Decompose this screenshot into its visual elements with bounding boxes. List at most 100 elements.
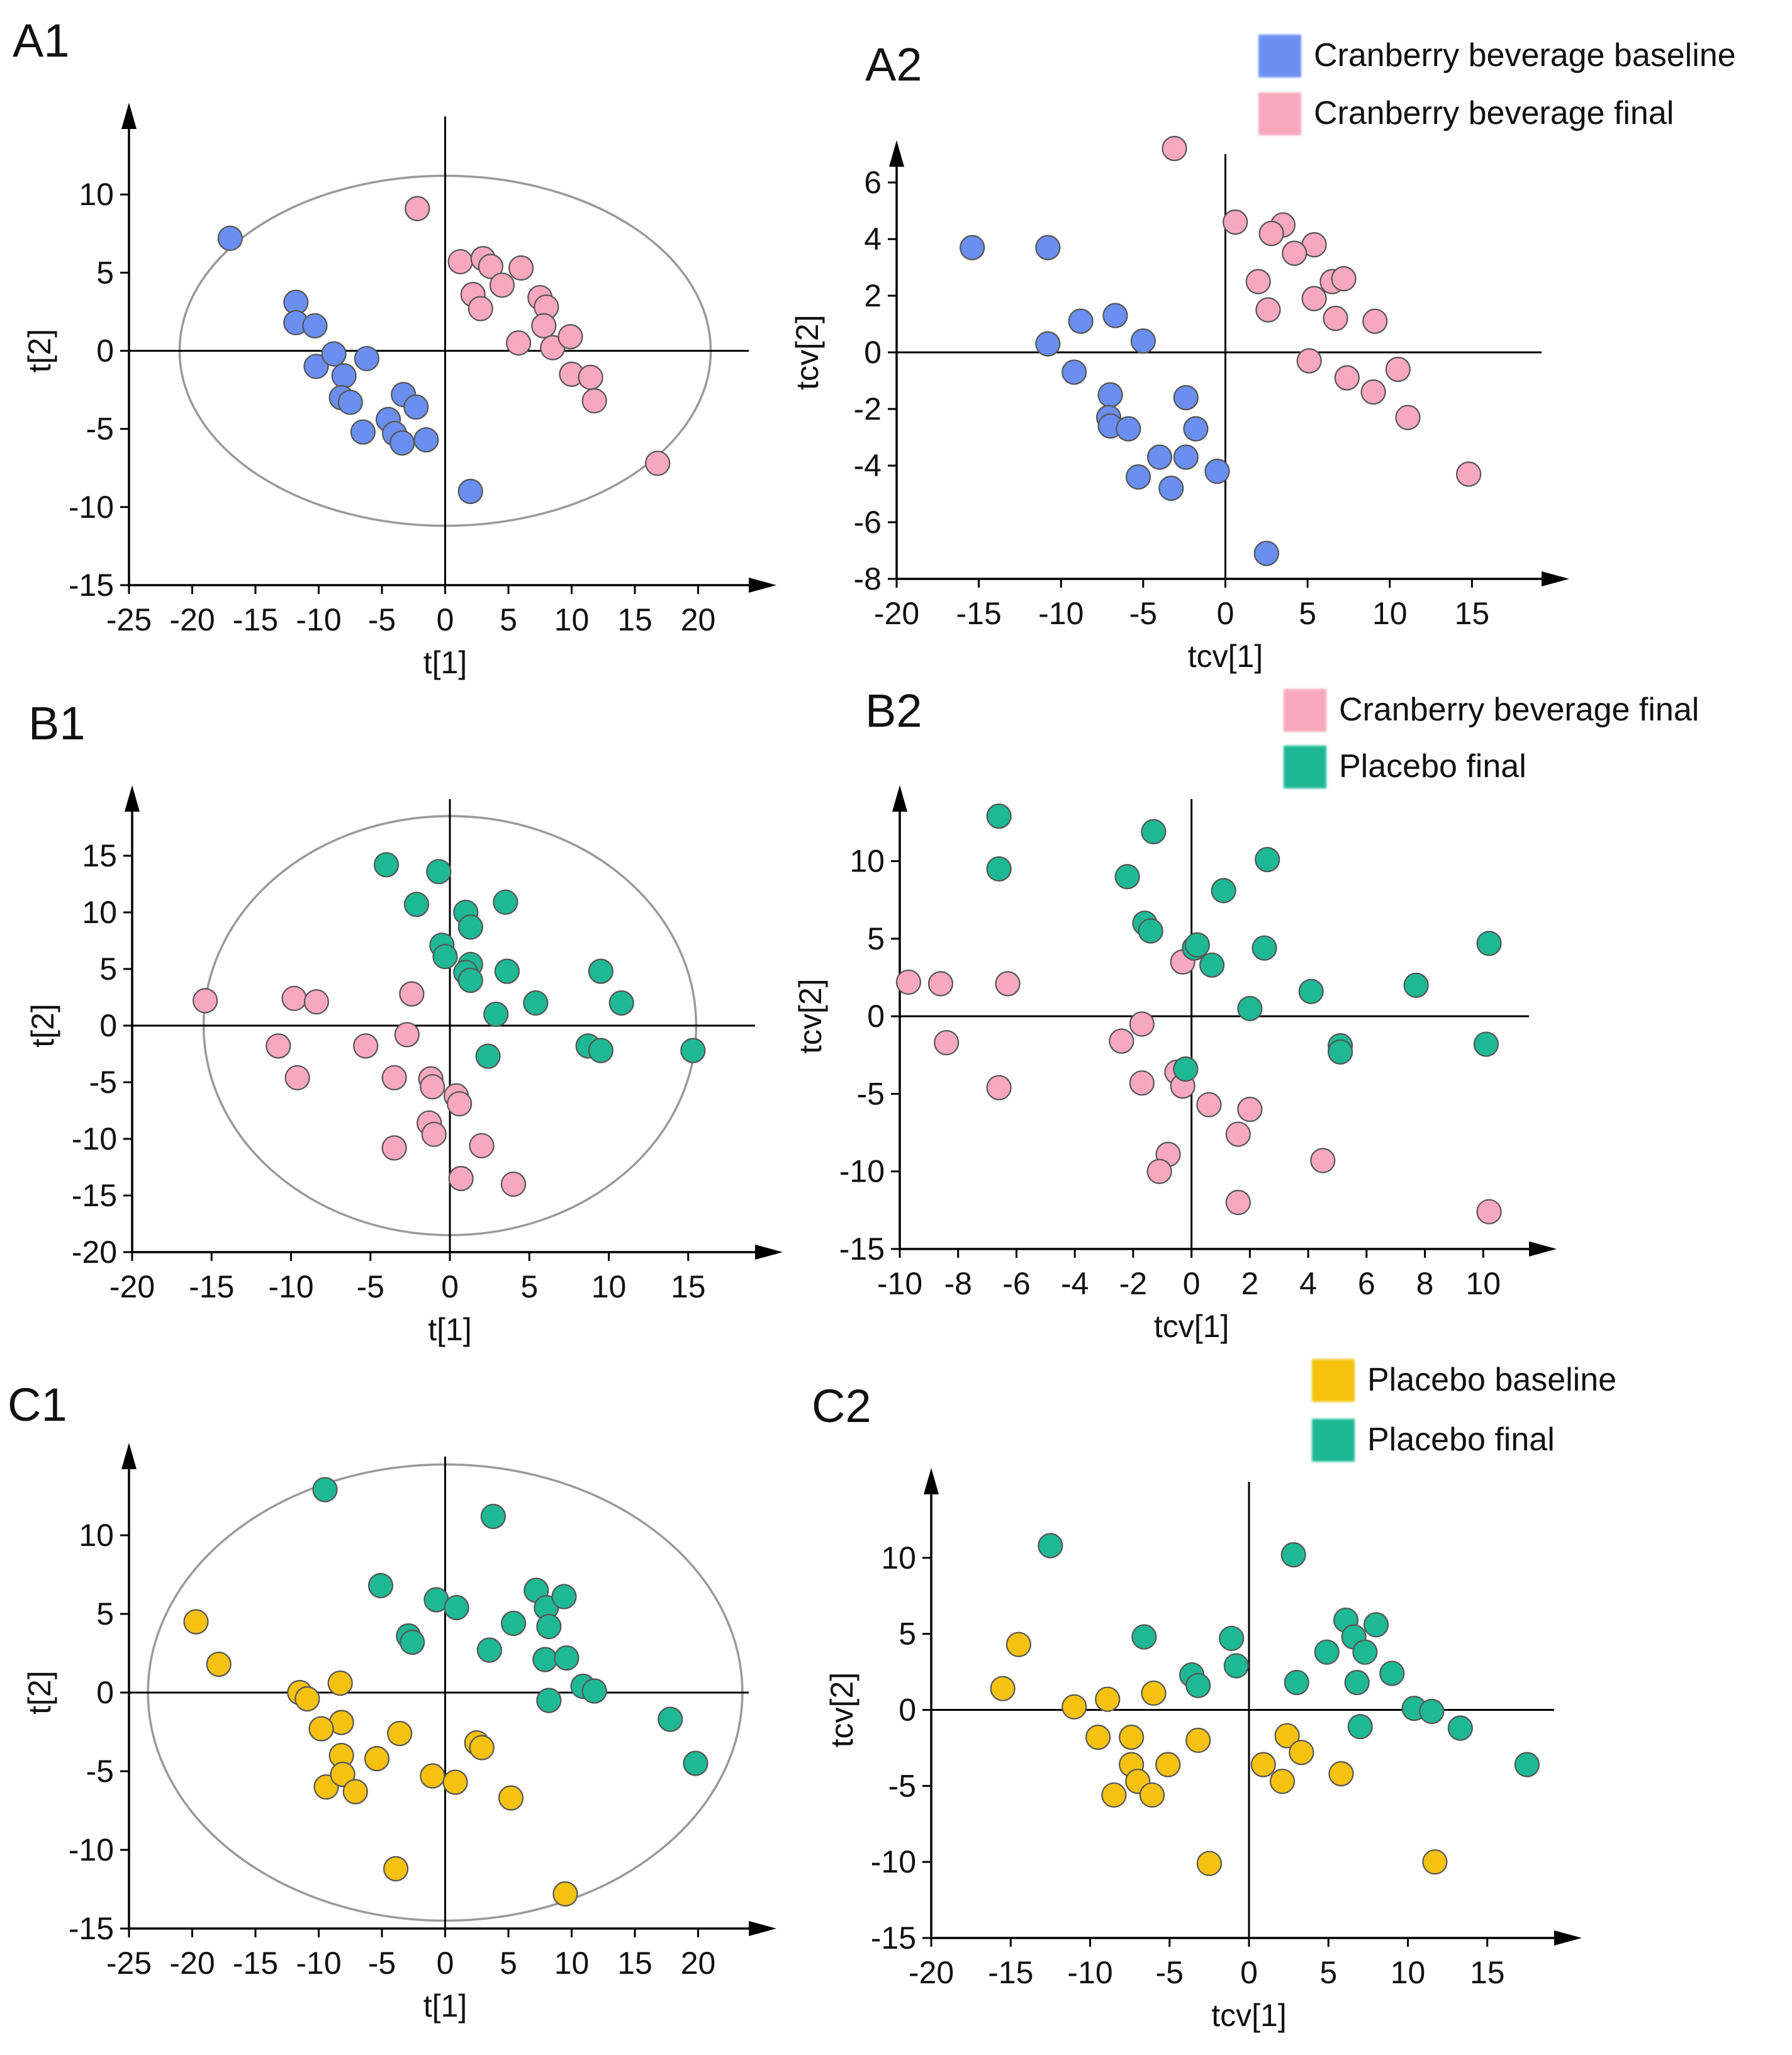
- series-cranberry-beverage-final: [405, 196, 671, 476]
- data-point: [183, 1609, 209, 1635]
- data-point: [1269, 1768, 1296, 1795]
- x-tick-label: 10: [554, 602, 590, 637]
- data-point: [281, 985, 307, 1011]
- data-point: [493, 889, 518, 915]
- data-point: [1158, 475, 1184, 501]
- x-tick-label: -15: [233, 602, 278, 637]
- data-point: [990, 1676, 1016, 1701]
- x-tick-label: -25: [106, 602, 152, 637]
- data-point: [193, 988, 218, 1014]
- x-tick-label: -10: [296, 1946, 341, 1981]
- data-point: [554, 1645, 580, 1671]
- legend-swatch: [1284, 746, 1326, 788]
- data-point: [373, 852, 400, 878]
- data-point: [457, 478, 483, 505]
- data-point: [1146, 444, 1173, 470]
- data-point: [523, 990, 549, 1016]
- x-tick-label: 10: [1465, 1266, 1501, 1301]
- x-axis-title: t[1]: [428, 1312, 471, 1347]
- data-point: [403, 394, 429, 420]
- y-tick-label: -5: [89, 1065, 117, 1100]
- data-point: [1331, 266, 1357, 292]
- legend-label: Placebo baseline: [1367, 1362, 1616, 1398]
- data-point: [1334, 365, 1360, 391]
- data-point: [447, 1091, 473, 1117]
- y-tick-label: -6: [854, 505, 882, 540]
- data-point: [1473, 1031, 1499, 1057]
- data-point: [1204, 458, 1230, 484]
- data-point: [1038, 1533, 1063, 1559]
- data-point: [1035, 235, 1061, 260]
- data-point: [1237, 1097, 1263, 1123]
- data-point: [426, 859, 452, 885]
- data-point: [581, 388, 607, 414]
- data-point: [381, 1065, 407, 1090]
- x-tick-label: -5: [1129, 596, 1157, 631]
- series-cranberry-beverage-baseline: [960, 235, 1279, 566]
- data-point: [557, 324, 583, 350]
- y-tick-label: -10: [69, 490, 114, 525]
- data-point: [1199, 952, 1225, 978]
- data-point: [353, 1033, 379, 1059]
- data-point: [1314, 1639, 1340, 1665]
- x-tick-label: -20: [169, 1946, 215, 1981]
- data-point: [1362, 308, 1388, 334]
- data-point: [1116, 416, 1141, 442]
- x-tick-label: -5: [368, 602, 396, 637]
- x-tick-label: -10: [1038, 596, 1084, 631]
- data-point: [494, 958, 520, 984]
- x-tick-label: 0: [1183, 1266, 1201, 1301]
- data-point: [354, 345, 379, 372]
- data-point: [480, 1503, 506, 1530]
- data-point: [483, 1001, 509, 1028]
- x-axis-arrow: [749, 578, 776, 593]
- x-tick-label: 5: [500, 1946, 517, 1981]
- data-point: [1146, 1158, 1172, 1184]
- data-point: [1363, 1612, 1389, 1638]
- y-tick-label: 5: [96, 1596, 114, 1632]
- data-point: [1155, 1752, 1181, 1778]
- x-tick-label: -15: [233, 1946, 278, 1981]
- data-point: [1095, 1686, 1121, 1712]
- data-point: [934, 1029, 960, 1056]
- data-point: [1129, 1011, 1155, 1037]
- x-axis-title: tcv[1]: [1188, 639, 1263, 674]
- data-point: [1250, 1752, 1276, 1778]
- legend-label: Cranberry beverage baseline: [1314, 37, 1736, 74]
- data-point: [1284, 1669, 1309, 1696]
- data-point: [1185, 1672, 1211, 1698]
- y-tick-label: -15: [839, 1231, 885, 1267]
- data-point: [1061, 1694, 1087, 1720]
- data-point: [1447, 1715, 1473, 1741]
- data-point: [588, 1038, 613, 1063]
- data-point: [1068, 308, 1094, 334]
- panel-label-b2: B2: [865, 685, 922, 737]
- data-point: [266, 1033, 291, 1059]
- data-point: [1223, 1653, 1249, 1679]
- data-point: [1476, 931, 1502, 956]
- data-point: [1360, 379, 1386, 405]
- data-point: [1139, 1782, 1165, 1808]
- data-point: [1323, 305, 1348, 332]
- data-point: [1130, 328, 1156, 354]
- series-placebo-final: [312, 1477, 708, 1776]
- data-point: [1097, 382, 1123, 408]
- data-point: [468, 296, 493, 322]
- data-point: [312, 1477, 338, 1503]
- legend-swatch: [1258, 35, 1301, 77]
- legend-c: Placebo baseline Placebo final: [1312, 1359, 1616, 1462]
- x-tick-label: -20: [874, 596, 919, 631]
- x-tick-label: 0: [437, 602, 454, 637]
- x-axis-arrow: [755, 1245, 783, 1260]
- y-tick-label: 15: [82, 838, 117, 873]
- y-tick-label: 10: [849, 844, 885, 879]
- data-point: [469, 1735, 495, 1761]
- data-point: [578, 364, 603, 390]
- y-tick-label: 5: [867, 921, 885, 956]
- data-point: [1183, 416, 1209, 442]
- data-point: [508, 255, 534, 281]
- x-tick-label: 20: [681, 1946, 716, 1981]
- data-point: [421, 1121, 447, 1147]
- x-tick-label: -10: [268, 1269, 313, 1304]
- data-point: [478, 254, 503, 279]
